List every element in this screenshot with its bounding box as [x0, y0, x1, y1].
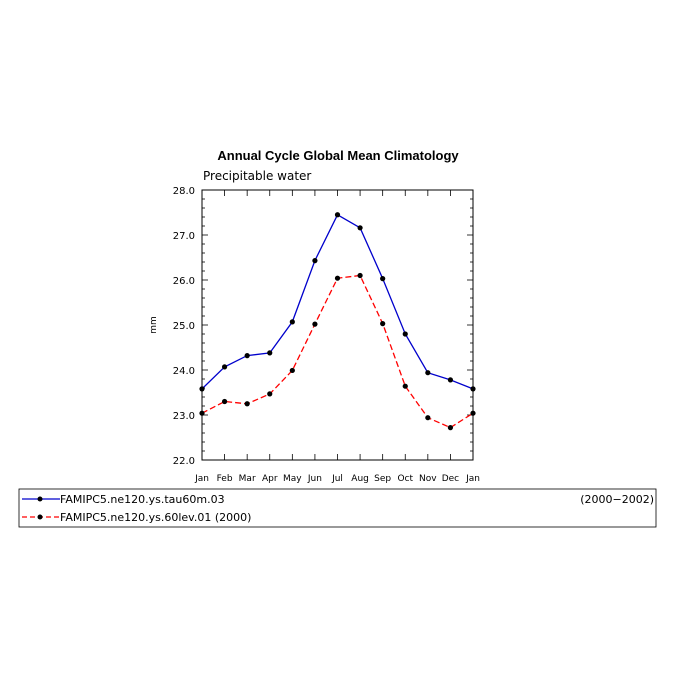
chart-title: Annual Cycle Global Mean Climatology: [217, 148, 459, 163]
x-tick-label: Jun: [307, 474, 322, 484]
series-1: [199, 212, 476, 392]
series-2-point: [244, 401, 250, 407]
y-tick-label: 24.0: [173, 366, 195, 377]
chart-subtitle: Precipitable water: [203, 169, 311, 183]
series-2-point: [312, 321, 318, 327]
y-tick-label: 28.0: [173, 186, 195, 197]
axis-layer: 22.0 23.0 24.0 25.0 26.0 27.0 28.0 Jan Feb Mar Apr…: [173, 186, 480, 484]
x-tick-label: May: [283, 474, 302, 484]
x-tick-label: Jan: [194, 474, 209, 484]
series-2-point: [334, 275, 341, 281]
x-tick-label: Sep: [374, 474, 391, 484]
x-tick-label: Jul: [331, 474, 343, 484]
legend-marker-2: [37, 514, 43, 520]
series-1-point: [244, 353, 250, 359]
y-tick-label: 26.0: [173, 276, 195, 287]
legend-entry-2: FAMIPC5.ne120.ys.60lev.01 (2000): [22, 511, 251, 524]
series-2-point: [425, 415, 431, 421]
x-tick-label: Oct: [397, 474, 413, 484]
series-1-point: [267, 350, 273, 356]
series-1-point: [289, 319, 295, 325]
x-tick-label: Feb: [217, 474, 233, 484]
series-2-point: [221, 398, 228, 405]
series-layer: [199, 212, 476, 431]
legend-period-1: (2000−2002): [580, 493, 654, 506]
series-2: [199, 272, 476, 431]
series-1-point: [425, 370, 431, 376]
series-2-point: [357, 272, 363, 279]
series-2-point: [380, 321, 386, 327]
x-tick-label: Jan: [465, 474, 480, 484]
series-2-point: [267, 391, 273, 397]
legend-box: [18, 488, 657, 528]
series-1-point: [402, 331, 408, 337]
y-tick-label: 27.0: [173, 231, 195, 242]
x-tick-label: Apr: [262, 474, 278, 484]
series-1-point: [221, 364, 228, 370]
legend-entry-1: FAMIPC5.ne120.ys.tau60m.03 (2000−2002): [22, 493, 654, 506]
y-axis-label: mm: [149, 316, 159, 334]
x-tick-label: Dec: [442, 474, 459, 484]
legend: FAMIPC5.ne120.ys.tau60m.03 (2000−2002) F…: [18, 488, 657, 528]
series-2-point: [447, 425, 454, 431]
series-1-point: [447, 377, 454, 383]
series-line-1: [201, 213, 474, 390]
series-2-point: [402, 383, 408, 389]
legend-label-1: FAMIPC5.ne120.ys.tau60m.03: [60, 493, 225, 506]
plot-frame: [201, 189, 474, 461]
x-tick-label: Aug: [351, 474, 369, 484]
series-1-point: [334, 212, 341, 218]
series-1-point: [357, 225, 363, 231]
series-1-point: [312, 258, 318, 264]
y-tick-label: 22.0: [173, 456, 195, 467]
x-tick-label: Mar: [239, 474, 256, 484]
series-line-2: [201, 274, 474, 429]
y-tick-label: 23.0: [173, 411, 195, 422]
y-tick-label: 25.0: [173, 321, 195, 332]
legend-marker-1: [37, 496, 43, 502]
x-tick-label: Nov: [419, 474, 437, 484]
series-1-point: [380, 276, 386, 282]
legend-label-2: FAMIPC5.ne120.ys.60lev.01 (2000): [60, 511, 251, 524]
series-2-point: [289, 367, 295, 374]
